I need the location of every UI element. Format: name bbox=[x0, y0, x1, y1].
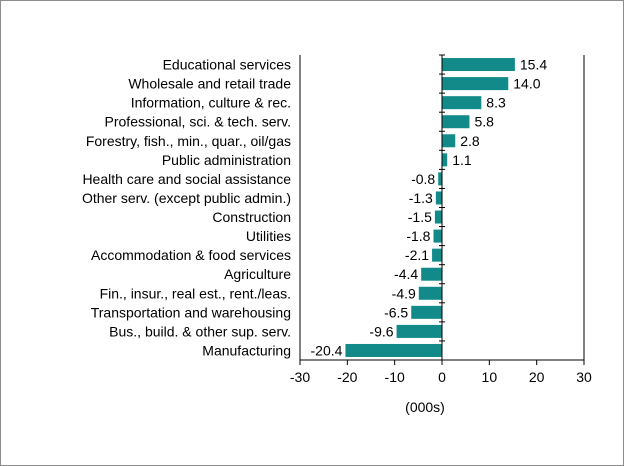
value-label: -4.9 bbox=[392, 285, 416, 301]
value-label: -1.3 bbox=[409, 190, 433, 206]
bar bbox=[433, 229, 442, 243]
value-label: 2.8 bbox=[460, 133, 480, 149]
bar bbox=[435, 191, 442, 205]
category-label: Transportation and warehousing bbox=[91, 304, 291, 320]
bar bbox=[442, 77, 509, 91]
value-label: 14.0 bbox=[513, 76, 540, 92]
category-label: Educational services bbox=[163, 57, 291, 73]
bar bbox=[442, 153, 448, 167]
category-label: Health care and social assistance bbox=[82, 171, 291, 187]
value-label: -0.8 bbox=[411, 171, 435, 187]
bar bbox=[438, 172, 442, 186]
labels-layer: -30 -20 -10 0 10 20 30 Educational services 15.4… bbox=[82, 57, 592, 385]
category-label: Information, culture & rec. bbox=[131, 95, 291, 111]
category-label: Accommodation & food services bbox=[91, 247, 291, 263]
value-label: 15.4 bbox=[520, 57, 547, 73]
value-label: -9.6 bbox=[369, 323, 393, 339]
category-label: Forestry, fish., min., quar., oil/gas bbox=[86, 133, 291, 149]
category-label: Other serv. (except public admin.) bbox=[82, 190, 291, 206]
category-label: Manufacturing bbox=[202, 342, 291, 358]
value-label: -1.5 bbox=[408, 209, 432, 225]
bar bbox=[418, 286, 442, 300]
x-tick-label: 0 bbox=[438, 369, 446, 385]
x-tick-label: 30 bbox=[576, 369, 592, 385]
bar bbox=[396, 324, 442, 338]
bar bbox=[434, 210, 442, 224]
bar bbox=[432, 248, 442, 262]
x-tick-label: -10 bbox=[385, 369, 405, 385]
category-label: Professional, sci. & tech. serv. bbox=[105, 114, 291, 130]
value-label: -6.5 bbox=[384, 304, 408, 320]
value-label: 5.8 bbox=[474, 114, 494, 130]
category-label: Construction bbox=[212, 209, 291, 225]
value-label: 8.3 bbox=[486, 95, 506, 111]
bar bbox=[411, 305, 442, 319]
category-label: Agriculture bbox=[224, 266, 291, 282]
category-label: Bus., build. & other sup. serv. bbox=[109, 323, 291, 339]
value-label: -20.4 bbox=[311, 342, 343, 358]
axis-layer bbox=[299, 54, 585, 365]
category-label: Public administration bbox=[162, 152, 291, 168]
value-label: 1.1 bbox=[452, 152, 472, 168]
bar bbox=[442, 115, 470, 129]
x-tick-label: -20 bbox=[337, 369, 357, 385]
category-label: Fin., insur., real est., rent./leas. bbox=[100, 285, 291, 301]
bar bbox=[442, 58, 515, 72]
bar bbox=[421, 267, 442, 281]
value-label: -4.4 bbox=[394, 266, 418, 282]
bar bbox=[442, 134, 456, 148]
bar bbox=[345, 343, 442, 357]
value-label: -2.1 bbox=[405, 247, 429, 263]
bar bbox=[442, 96, 482, 110]
value-label: -1.8 bbox=[406, 228, 430, 244]
category-label: Utilities bbox=[246, 228, 291, 244]
bars-layer bbox=[345, 58, 515, 357]
category-label: Wholesale and retail trade bbox=[128, 76, 291, 92]
x-tick-label: 10 bbox=[482, 369, 498, 385]
x-axis-title: (000s) bbox=[405, 399, 445, 415]
x-tick-label: 20 bbox=[529, 369, 545, 385]
x-tick-label: -30 bbox=[290, 369, 310, 385]
